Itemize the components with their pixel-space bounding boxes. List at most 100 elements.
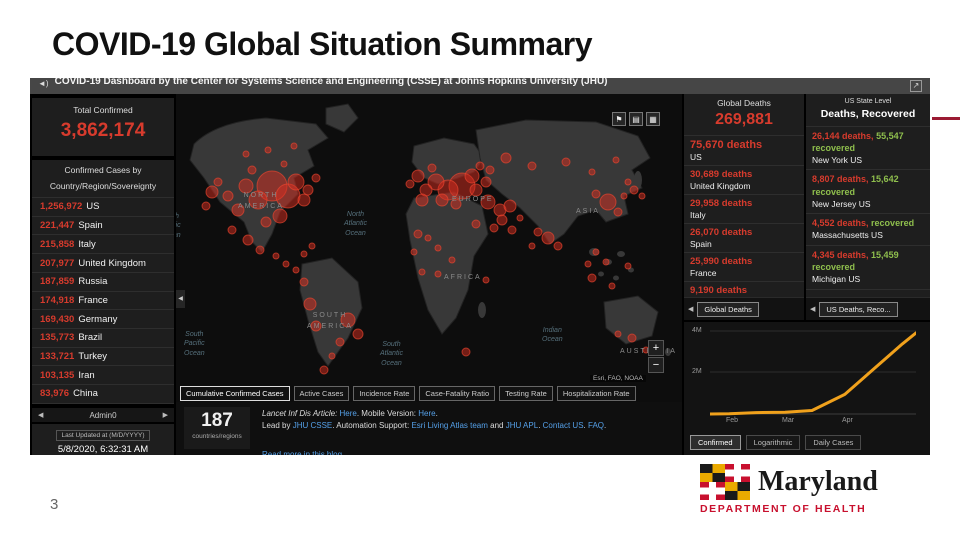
country-row[interactable]: 207,977 United Kingdom [32, 254, 174, 273]
tab-us-deaths-recovered[interactable]: US Deaths, Reco... [819, 301, 898, 317]
deaths-row[interactable]: 25,990 deaths France [684, 253, 804, 283]
external-link-icon[interactable]: ↗ [910, 80, 922, 92]
state-row[interactable]: 26,144 deaths, 55,547 recovered New York … [806, 127, 930, 171]
zoom-in-button[interactable]: + [648, 340, 664, 356]
country-name: Spain [78, 220, 103, 232]
country-row[interactable]: 169,430 Germany [32, 310, 174, 329]
last-updated-value: 5/8/2020, 6:32:31 AM [57, 444, 149, 455]
asia-label: ASIA [576, 208, 600, 215]
logo-subtitle: DEPARTMENT OF HEALTH [700, 503, 867, 515]
article-link[interactable]: Here [339, 409, 357, 418]
dashboard-header-bar: ◄) COVID-19 Dashboard by the Center for … [30, 78, 930, 94]
country-name: France [78, 294, 108, 306]
deaths-row[interactable]: 30,689 deaths United Kingdom [684, 166, 804, 196]
case-count: 207,977 [40, 257, 75, 269]
cases-trend-line [710, 331, 916, 416]
global-deaths-list: 75,670 deaths US 30,689 deaths United King… [684, 135, 804, 312]
prev-tab-icon[interactable]: ◀ [810, 306, 816, 313]
admin-level-pager: ◀ Admin0 ▶ [32, 408, 174, 422]
tab-cumulative-confirmed-cases[interactable]: Cumulative Confirmed Cases [180, 386, 290, 401]
basemap-icon[interactable]: ▦ [646, 112, 660, 126]
world-map[interactable]: North Pacific Ocean North Atlantic Ocean… [176, 94, 682, 455]
tab-hospitalization-rate[interactable]: Hospitalization Rate [556, 386, 636, 401]
tab-incidence-rate[interactable]: Incidence Rate [353, 386, 416, 401]
deaths-row[interactable]: 26,070 deaths Spain [684, 224, 804, 254]
tab-active-cases[interactable]: Active Cases [293, 386, 350, 401]
country-row[interactable]: 133,721 Turkey [32, 348, 174, 367]
state-row[interactable]: 4,345 deaths, 15,459 recovered Michigan U… [806, 246, 930, 290]
world-map-canvas [189, 103, 671, 375]
global-deaths-label: Global Deaths [717, 98, 771, 108]
case-count: 83,976 [40, 388, 70, 400]
country-name: Germany [78, 313, 118, 325]
tab-global-deaths[interactable]: Global Deaths [697, 301, 759, 317]
australia-label: AUSTRALIA [620, 346, 677, 357]
country-row[interactable]: 83,976 China [32, 385, 174, 404]
countries-count-box: 187 countries/regions [184, 407, 250, 449]
legend-icon[interactable]: ▤ [629, 112, 643, 126]
country-name: Russia [78, 276, 108, 288]
prev-tab-icon[interactable]: ◀ [688, 306, 694, 313]
deaths-row[interactable]: 29,958 deaths Italy [684, 195, 804, 225]
case-count: 221,447 [40, 220, 75, 232]
footer-line-3[interactable]: Read more in this blog. [262, 450, 345, 455]
country-name: Italy [78, 238, 96, 250]
footer-line-1: Lancet Inf Dis Article: Here. Mobile Ver… [262, 409, 438, 418]
case-count: 135,773 [40, 332, 75, 344]
indian-ocean-label: Indian Ocean [542, 327, 563, 344]
state-row[interactable]: 8,807 deaths, 15,642 recovered New Jersey… [806, 170, 930, 215]
tab-testing-rate[interactable]: Testing Rate [499, 386, 553, 401]
deaths-row[interactable]: 75,670 deaths US [684, 136, 804, 167]
pager-next-icon[interactable]: ▶ [162, 412, 168, 419]
country-row[interactable]: 215,858 Italy [32, 235, 174, 255]
jhu-csse-link[interactable]: JHU CSSE [292, 421, 333, 431]
zoom-out-button[interactable]: − [648, 357, 664, 373]
tab-daily-cases[interactable]: Daily Cases [805, 435, 862, 450]
case-count: 1,256,972 [40, 201, 83, 213]
us-deaths-tabbar: ◀ US Deaths, Reco... [806, 297, 930, 320]
country-name: Brazil [78, 332, 103, 344]
country-row[interactable]: 135,773 Brazil [32, 329, 174, 348]
global-deaths-panel: Global Deaths 269,881 75,670 deaths US 30… [684, 94, 804, 320]
slide-accent-line [932, 117, 960, 120]
country-row[interactable]: 1,256,972 US [32, 198, 174, 217]
us-state-level-panel: US State Level Deaths, Recovered 26,144 … [806, 94, 930, 320]
jhu-apl-link[interactable]: JHU APL [505, 421, 539, 431]
confirmed-cases-header-line1: Confirmed Cases by [64, 165, 142, 175]
bookmark-icon[interactable]: ⚑ [612, 112, 626, 126]
country-name: United Kingdom [78, 257, 146, 269]
north-pacific-label: North Pacific Ocean [176, 213, 181, 239]
mobile-label: . Mobile Version: [356, 409, 419, 418]
speaker-icon[interactable]: ◄) [38, 79, 49, 88]
collapse-panel-icon[interactable]: ◀ [176, 290, 185, 308]
tab-case-fatality-ratio[interactable]: Case-Fatality Ratio [419, 386, 496, 401]
last-updated-panel: Last Updated at (M/D/YYYY) 5/8/2020, 6:3… [32, 424, 174, 455]
north-atlantic-label: North Atlantic Ocean [344, 211, 367, 237]
country-row[interactable]: 174,918 France [32, 292, 174, 311]
faq-link[interactable]: FAQ [588, 421, 605, 431]
esri-living-atlas-link[interactable]: Esri Living Atlas team [411, 421, 488, 431]
ytick-2m: 2M [692, 368, 702, 375]
global-deaths-tabbar: ◀ Global Deaths [684, 297, 804, 320]
country-name: Iran [78, 369, 95, 381]
tab-logarithmic[interactable]: Logarithmic [745, 435, 801, 450]
pager-prev-icon[interactable]: ◀ [38, 412, 44, 419]
contact-us-link[interactable]: Contact US [542, 421, 584, 431]
article-label: Lancet Inf Dis Article: [262, 409, 340, 418]
south-america-label: SOUTH AMERICA [307, 312, 353, 331]
country-row[interactable]: 187,859 Russia [32, 273, 174, 292]
country-row[interactable]: 103,135 Iran [32, 366, 174, 385]
state-row[interactable]: 4,552 deaths, recovered Massachusetts US [806, 214, 930, 246]
map-footer: 187 countries/regions Lancet Inf Dis Art… [176, 402, 682, 455]
last-updated-label: Last Updated at (M/D/YYYY) [56, 430, 150, 441]
covid-dashboard: ◄) COVID-19 Dashboard by the Center for … [30, 78, 930, 455]
mobile-link[interactable]: Here [418, 409, 436, 418]
country-name: US [86, 201, 100, 213]
tab-confirmed[interactable]: Confirmed [690, 435, 741, 450]
countries-count-label: countries/regions [192, 433, 242, 440]
country-list: 1,256,972 US 221,447 Spain 215,858 Italy 20… [32, 197, 174, 404]
map-layer-tabs: Cumulative Confirmed Cases Active Cases … [180, 386, 636, 401]
case-count: 174,918 [40, 294, 75, 306]
country-row[interactable]: 221,447 Spain [32, 217, 174, 236]
europe-label: EUROPE [452, 196, 494, 203]
